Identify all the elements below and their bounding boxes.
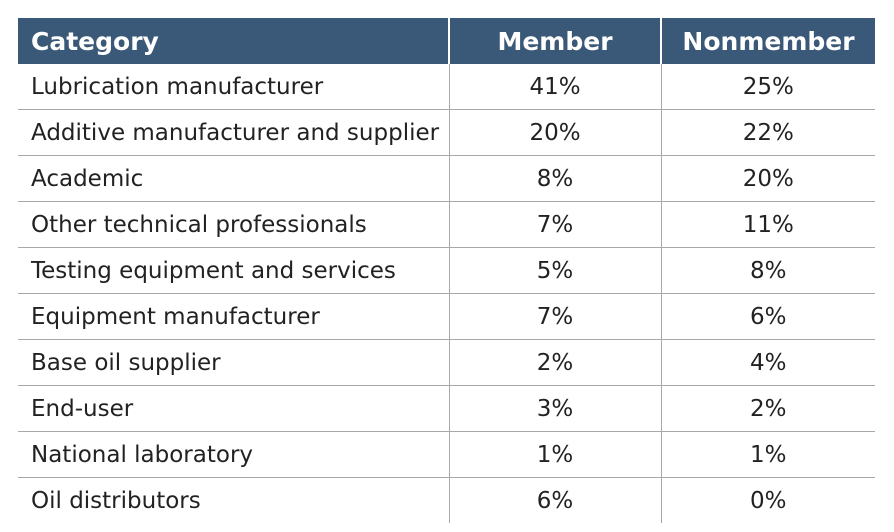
category-table: Category Member Nonmember Lubrication ma…	[18, 18, 875, 523]
table-row: Equipment manufacturer 7% 6%	[18, 293, 875, 340]
cell-nonmember: 20%	[660, 155, 875, 202]
cell-nonmember: 11%	[660, 201, 875, 248]
table-body: Lubrication manufacturer 41% 25% Additiv…	[18, 64, 875, 523]
cell-member: 20%	[448, 109, 661, 156]
cell-member: 1%	[448, 431, 661, 478]
table-row: End-user 3% 2%	[18, 385, 875, 432]
cell-nonmember: 4%	[660, 339, 875, 386]
cell-category: Additive manufacturer and supplier	[18, 109, 449, 156]
cell-nonmember: 1%	[660, 431, 875, 478]
cell-category: Base oil supplier	[18, 339, 449, 386]
cell-category: Lubrication manufacturer	[18, 64, 449, 110]
cell-category: Oil distributors	[31, 487, 201, 514]
cell-nonmember: 6%	[660, 293, 875, 340]
cell-member: 7%	[448, 201, 661, 248]
cell-category: National laboratory	[18, 431, 449, 478]
cell-nonmember: 2%	[660, 385, 875, 432]
table-row: Lubrication manufacturer 41% 25%	[18, 64, 875, 110]
cell-nonmember: 8%	[660, 247, 875, 294]
cell-member: 5%	[448, 247, 661, 294]
cell-category: Equipment manufacturer	[18, 293, 449, 340]
cell-category: Academic	[18, 155, 449, 202]
cell-member: 6%	[448, 477, 661, 523]
cell-category: Testing equipment and services	[18, 247, 449, 294]
header-nonmember: Nonmember	[660, 18, 875, 64]
cell-category: Other technical professionals	[18, 201, 449, 248]
table-row: Other technical professionals 7% 11%	[18, 201, 875, 248]
header-member: Member	[448, 18, 661, 64]
table-row: Oil distributors 6% 0%	[18, 477, 875, 523]
table-row: Testing equipment and services 5% 8%	[18, 247, 875, 294]
table-row: Base oil supplier 2% 4%	[18, 339, 875, 386]
table-row: National laboratory 1% 1%	[18, 431, 875, 478]
cell-member: 7%	[448, 293, 661, 340]
table-header: Category Member Nonmember	[18, 18, 875, 64]
cell-category: End-user	[18, 385, 449, 432]
cell-member: 2%	[448, 339, 661, 386]
cell-member: 8%	[448, 155, 661, 202]
cell-nonmember: 22%	[660, 109, 875, 156]
cell-member: 3%	[448, 385, 661, 432]
table-row: Additive manufacturer and supplier 20% 2…	[18, 109, 875, 156]
cell-nonmember: 25%	[660, 64, 875, 110]
category-table-container: Category Member Nonmember Lubrication ma…	[18, 18, 875, 523]
header-row: Category Member Nonmember	[18, 18, 875, 64]
header-category: Category	[18, 18, 449, 64]
cell-nonmember: 0%	[660, 477, 875, 523]
table-row: Academic 8% 20%	[18, 155, 875, 202]
cell-member: 41%	[448, 64, 661, 110]
